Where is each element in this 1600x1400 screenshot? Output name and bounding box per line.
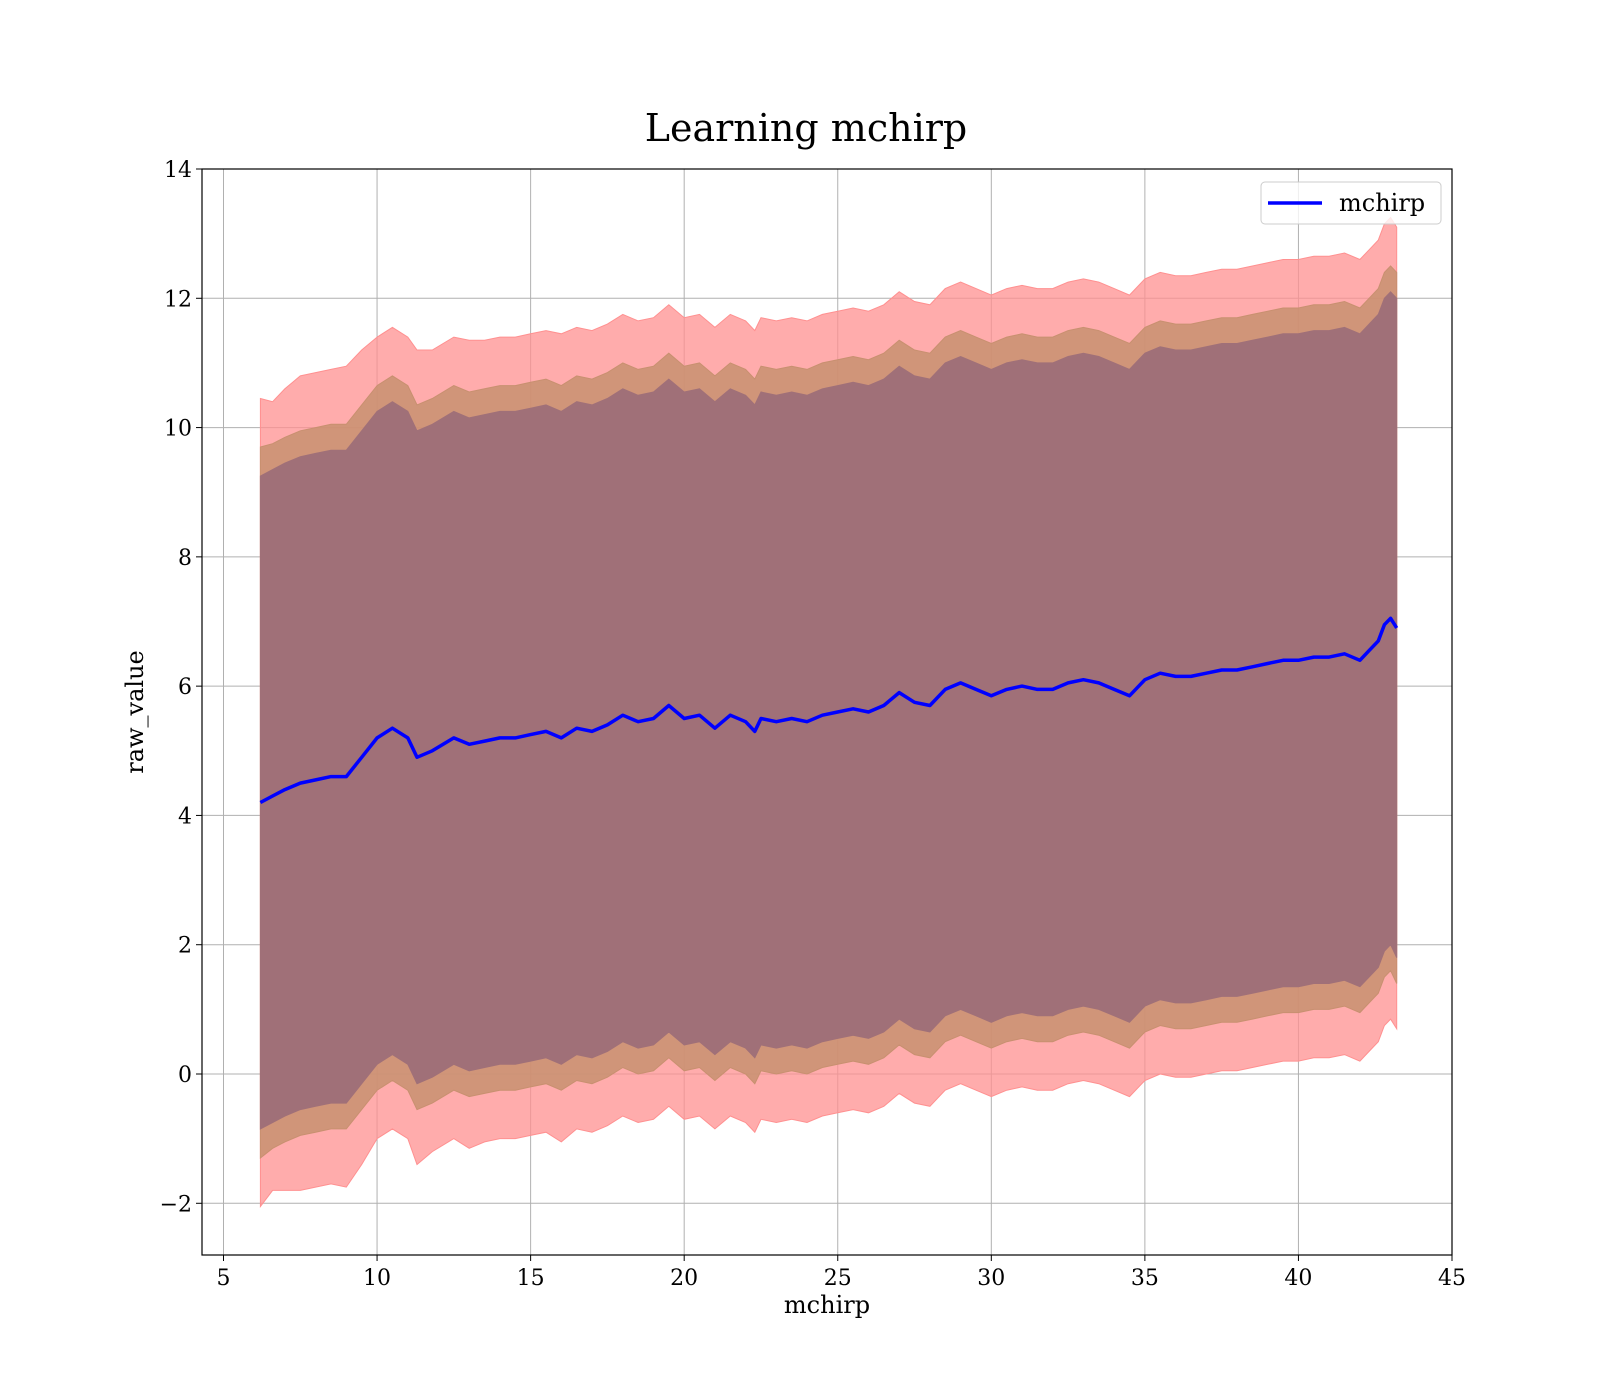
x-tick-label-40: 40 [1284,1266,1312,1291]
y-axis-label: raw_value [121,650,149,774]
x-tick-label-30: 30 [977,1266,1005,1291]
y-tick-label-4: 6 [178,675,192,700]
x-tick-label-5: 5 [216,1266,230,1291]
series-lines [259,616,1399,805]
x-tick-label-10: 10 [363,1266,391,1291]
y-tick-label-1: 0 [178,1063,192,1088]
y-tick-label-0: −2 [160,1192,192,1217]
x-axis-ticks: 5 10 15 20 25 30 35 40 45 [216,1255,1466,1291]
y-tick-label-2: 2 [178,934,192,959]
plot-frame [201,168,1453,1256]
x-tick-label-25: 25 [824,1266,852,1291]
x-tick-label-20: 20 [670,1266,698,1291]
confidence-bands [259,216,1398,1208]
chart-title: Learning mchirp [645,106,967,150]
x-axis-label: mchirp [784,1291,870,1319]
y-tick-label-5: 8 [178,546,192,571]
y-tick-label-3: 4 [178,804,192,829]
legend-box [1260,181,1442,225]
legend: mchirp [1260,181,1442,225]
y-tick-label-8: 14 [164,158,192,183]
y-tick-label-7: 12 [164,287,192,312]
band-inner [259,291,1398,1130]
series-line-mchirp [259,616,1399,805]
y-tick-label-6: 10 [164,417,192,442]
x-tick-label-15: 15 [517,1266,545,1291]
y-axis-ticks: −2 0 2 4 6 8 10 12 14 [160,158,202,1217]
x-tick-label-45: 45 [1438,1266,1466,1291]
legend-label: mchirp [1339,189,1425,217]
x-tick-label-35: 35 [1131,1266,1159,1291]
